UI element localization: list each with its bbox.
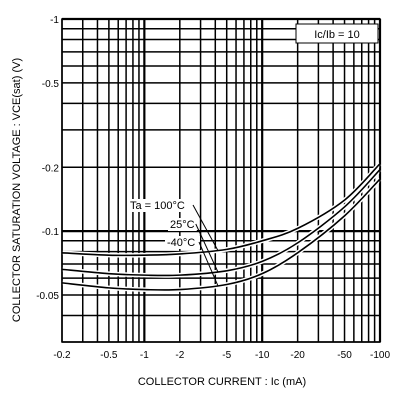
series-label-background <box>165 236 200 249</box>
y-tick-label: -1 <box>50 15 59 26</box>
series-labels: Ta = 100°C 25°C -40°C <box>128 199 219 286</box>
condition-label: Ic/Ib = 10 <box>314 29 360 41</box>
y-tick-labels: -1 -0.5 -0.2 -0.1 -0.05 <box>36 15 59 302</box>
y-tick-label: -0.1 <box>42 227 60 238</box>
series-line-casing <box>61 168 382 278</box>
series-label-background <box>168 218 197 231</box>
y-tick-label: -0.5 <box>42 79 60 90</box>
plot-frame <box>61 18 381 343</box>
x-tick-label: -2 <box>175 350 184 361</box>
x-tick-label: -10 <box>255 350 270 361</box>
x-tick-labels: -0.2 -0.5 -1 -2 -5 -10 -20 -50 -100 <box>53 350 390 361</box>
chart-curves <box>61 162 382 293</box>
y-tick-label: -0.2 <box>42 163 60 174</box>
series-label-leader <box>192 204 219 251</box>
x-tick-label: -20 <box>290 350 305 361</box>
x-axis-label: COLLECTOR CURRENT : Ic (mA) <box>138 376 306 388</box>
x-tick-label: -1 <box>140 350 149 361</box>
x-tick-label: -0.2 <box>53 350 71 361</box>
condition-box: Ic/Ib = 10 <box>295 23 379 44</box>
x-tick-label: -100 <box>370 350 390 361</box>
series-label: -40°C <box>167 237 195 249</box>
series-label-background <box>128 199 194 212</box>
y-axis-label: COLLECTOR SATURATION VOLTAGE : VCE(sat) … <box>11 58 23 322</box>
x-tick-label: -0.5 <box>100 350 118 361</box>
series-line <box>61 169 381 277</box>
x-tick-label: -50 <box>337 350 352 361</box>
series-label: 25°C <box>170 219 195 231</box>
series-label-leader <box>195 223 219 272</box>
series-label: Ta = 100°C <box>130 200 185 212</box>
series-line <box>61 178 381 291</box>
series-line <box>61 163 381 257</box>
series-label-leader <box>198 241 219 286</box>
chart-grid <box>61 17 382 343</box>
x-tick-label: -5 <box>222 350 231 361</box>
y-tick-label: -0.05 <box>36 291 59 302</box>
